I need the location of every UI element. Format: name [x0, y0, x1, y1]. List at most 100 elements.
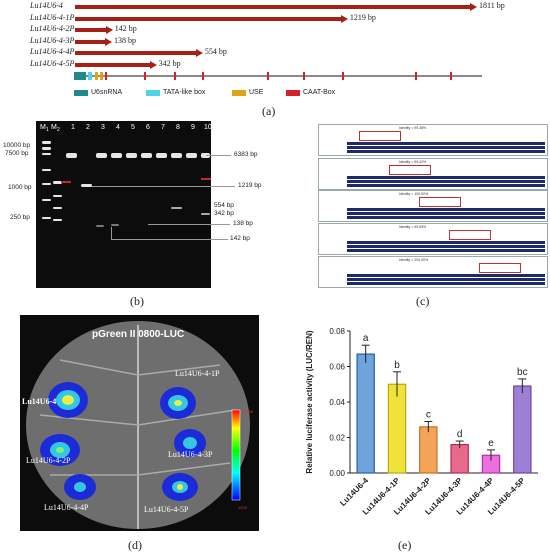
marker-142: 142 bp [230, 235, 250, 242]
y-axis-title: Relative luciferase activity (LUC/REN) [305, 330, 314, 473]
legend-label-use: USE [249, 89, 264, 96]
fragment-name: Lu14U6-4-1P [30, 12, 75, 22]
lum-spot-4p [64, 474, 96, 500]
fragment-length: 1811 bp [479, 1, 505, 10]
bar [387, 383, 407, 474]
red-mark [61, 181, 71, 183]
insert-band-554 [171, 207, 182, 209]
plasmid-band [171, 153, 182, 158]
lum-spot-1p [160, 387, 196, 419]
identity-label: Identity = 99.38% [399, 126, 427, 130]
plasmid-band [126, 153, 137, 158]
color-scale-bar [231, 409, 241, 501]
ladder-band [53, 219, 62, 221]
legend-swatch-caat [286, 90, 300, 96]
leaf-vein [137, 462, 231, 476]
marker-1219: 1219 bp [238, 182, 262, 189]
alignment-sequence-row [347, 282, 545, 285]
fragment-length: 554 bp [204, 47, 227, 56]
fragment-bar [75, 5, 470, 9]
fragment-arrowhead [470, 3, 477, 11]
significance-label: bc [517, 367, 528, 378]
alignment-highlight [389, 165, 431, 175]
lane-number: 4 [116, 124, 120, 131]
leaf-vein [59, 359, 139, 376]
marker-342: 342 bp [214, 210, 234, 217]
line-138 [148, 224, 230, 225]
caat-box-5 [267, 72, 269, 80]
fragment-name: Lu14U6-4-5P [30, 58, 75, 68]
fragment-name: Lu14U6-4-3P [30, 35, 75, 45]
u6snrna-element [74, 72, 86, 80]
alignment-highlight [449, 230, 491, 240]
caat-box-1 [105, 72, 107, 80]
lane-number: 3 [101, 124, 105, 131]
alignment-box: Identity = 99.59% [318, 223, 548, 255]
caat-box-4 [202, 72, 204, 80]
y-tick-label: 0.04 [329, 398, 345, 407]
marker-1000: 1000 bp [8, 184, 32, 191]
caat-box-7 [342, 72, 344, 80]
lane-number: M [51, 124, 57, 131]
alignment-sequence-row [347, 180, 545, 183]
spot-label-3p: Lu14U6-4-3P [168, 450, 213, 459]
lum-spot-5p [162, 473, 198, 501]
caat-box-2 [144, 72, 146, 80]
line-6383 [206, 155, 231, 156]
alignment-sequence-row [347, 176, 545, 179]
alignment-sequence-row [347, 184, 545, 187]
bar [419, 426, 438, 474]
legend: U6snRNA TATA-like box USE CAAT-Box [74, 88, 374, 98]
identity-label: Identity = 100.00% [399, 192, 429, 196]
caat-box-3 [174, 72, 176, 80]
panel-a-label: (a) [262, 104, 276, 118]
line-142 [111, 227, 112, 239]
identity-label: Identity = 100.00% [399, 258, 429, 262]
y-tick-label: 0.08 [329, 327, 345, 336]
fragment-bar [75, 62, 150, 67]
leaf-vein [137, 409, 236, 426]
panel-e: 0.00 0.02 0.04 0.06 0.08 Relative luciferase … [290, 315, 550, 553]
plasmid-band [156, 153, 167, 158]
lane-number: 1 [46, 127, 49, 133]
marker-250: 250 bp [10, 214, 30, 221]
fragment-bar [75, 28, 106, 32]
y-tick-label: 0.02 [329, 434, 345, 443]
panel-e-label: (e) [398, 538, 412, 552]
caat-box-6 [303, 72, 305, 80]
y-tick-label: 0.00 [329, 469, 345, 478]
lane-number: 2 [57, 127, 60, 133]
scale-min-label: 1200 [238, 505, 248, 510]
gene-line [74, 75, 482, 77]
leaf-vein [39, 414, 139, 426]
fragment-length: 342 bp [158, 58, 181, 68]
alignment-sequence-row [347, 142, 545, 145]
ladder-band [42, 183, 51, 185]
plasmid-band [186, 153, 197, 158]
red-mark [201, 178, 211, 180]
ladder-band [53, 181, 62, 184]
lum-spot-2p [40, 434, 80, 466]
lum-spot-3p [174, 429, 206, 457]
luciferase-leaf-image: 10056 1200 pGreen II 0800-LUC Lu14U6-4 L… [20, 315, 259, 531]
legend-label-u6snrna: U6snRNA [91, 89, 123, 96]
ladder-band [42, 141, 51, 144]
alignment-sequence-row [347, 249, 545, 252]
significance-label: c [426, 410, 431, 421]
bar [513, 385, 532, 474]
gel-image: M 1 M 2 1 2 3 4 5 6 7 8 9 10 [36, 121, 212, 288]
lane-number: 2 [86, 124, 90, 131]
spot-label-4p: Lu14U6-4-4P [44, 503, 89, 512]
gene-structure [74, 72, 482, 80]
use-element-2 [100, 72, 103, 80]
fragment-arrowhead [340, 14, 348, 23]
luciferase-bar-chart: 0.00 0.02 0.04 0.06 0.08 Relative luciferase … [305, 327, 538, 517]
lane-number: 7 [161, 124, 165, 131]
ladder-band [53, 207, 62, 209]
lane-number: 8 [176, 124, 180, 131]
bar [356, 353, 375, 474]
marker-10000: 10000 bp [3, 142, 31, 149]
marker-138: 138 bp [233, 220, 253, 227]
lane-number: 9 [191, 124, 195, 131]
ladder-band [53, 195, 62, 197]
